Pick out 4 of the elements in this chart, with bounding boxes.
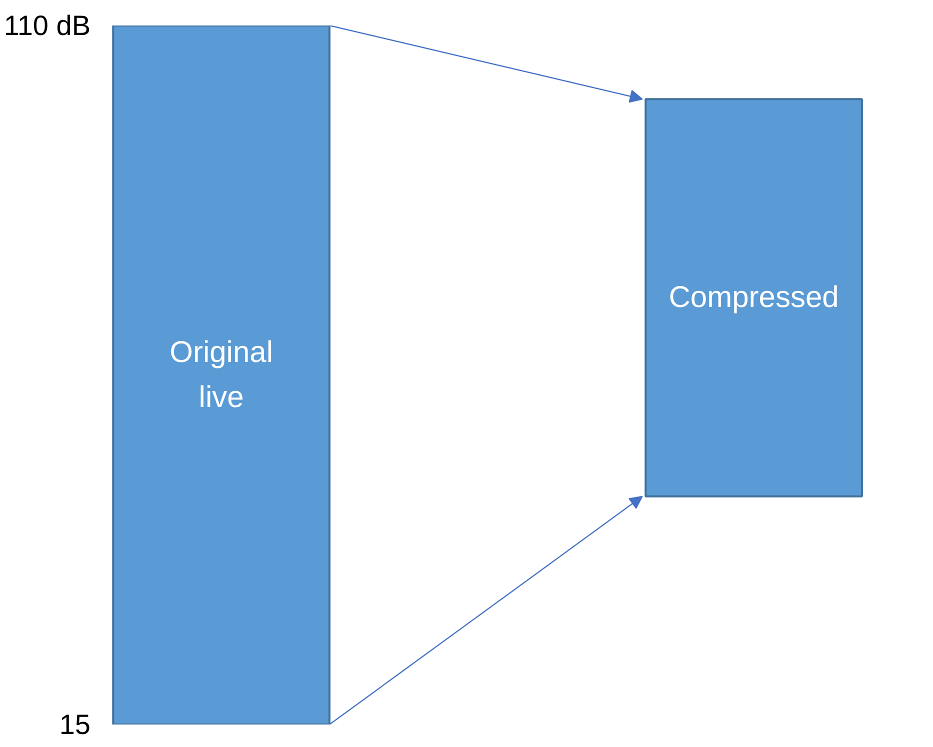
y-tick-label: 110 dB [4, 10, 91, 41]
y-tick-label: 15 [59, 709, 91, 740]
x-tick-label: Original live [170, 336, 273, 414]
x-tick-label: Compressed [668, 281, 839, 314]
